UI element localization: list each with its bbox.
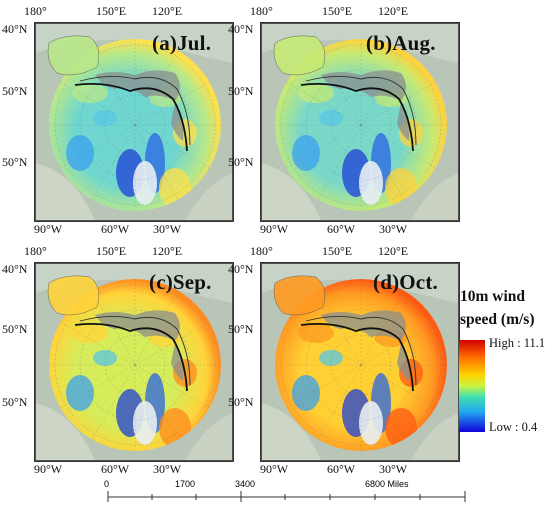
panel-title: (c)Sep. bbox=[149, 270, 212, 294]
map-panel-jul bbox=[34, 22, 234, 222]
legend-title-line1: 10m wind bbox=[460, 288, 526, 305]
lat-label-40n: 40°N bbox=[228, 262, 254, 276]
lon-label-60w: 60°W bbox=[327, 222, 356, 236]
map-panel-sep bbox=[34, 262, 234, 462]
lon-label-90w: 90°W bbox=[34, 222, 63, 236]
lon-label-60w: 60°W bbox=[101, 222, 130, 236]
wind-speed-map bbox=[261, 263, 459, 461]
lon-label-90w: 90°W bbox=[260, 222, 289, 236]
lon-label-150e: 150°E bbox=[322, 244, 353, 258]
scale-tick-1700: 1700 bbox=[175, 479, 195, 489]
lat-label-50n: 50°N bbox=[228, 322, 254, 336]
lon-label-30w: 30°W bbox=[379, 222, 408, 236]
lat-label-50n: 50°N bbox=[228, 84, 254, 98]
lat-label-50n: 50°N bbox=[2, 322, 28, 336]
lon-label-30w: 30°W bbox=[153, 462, 182, 476]
lat-label-50n: 50°N bbox=[2, 84, 28, 98]
panel-title: (d)Oct. bbox=[373, 270, 438, 294]
wind-speed-map bbox=[35, 23, 233, 221]
lon-label-30w: 30°W bbox=[379, 462, 408, 476]
legend-high-label: High : 11.1 bbox=[489, 336, 546, 350]
scale-bar: 0 1700 3400 6800 Miles bbox=[104, 479, 466, 502]
lat-label-50n: 50°N bbox=[228, 395, 254, 409]
lat-label-40n: 40°N bbox=[228, 22, 254, 36]
scale-tick-0: 0 bbox=[104, 479, 109, 489]
wind-speed-map bbox=[35, 263, 233, 461]
map-panel-aug bbox=[260, 22, 460, 222]
lon-label-150e: 150°E bbox=[96, 244, 127, 258]
lon-label-60w: 60°W bbox=[327, 462, 356, 476]
lon-label-180: 180° bbox=[24, 4, 47, 18]
lon-label-60w: 60°W bbox=[101, 462, 130, 476]
lat-label-50n: 50°N bbox=[2, 155, 28, 169]
panel-title: (b)Aug. bbox=[366, 31, 436, 55]
map-panel-oct bbox=[260, 262, 460, 462]
panel-title: (a)Jul. bbox=[152, 31, 212, 55]
legend-title-line2: speed (m/s) bbox=[460, 311, 535, 328]
lon-label-120e: 120°E bbox=[378, 244, 409, 258]
legend-title: 10m wind speed (m/s) bbox=[460, 285, 534, 331]
lon-label-120e: 120°E bbox=[152, 244, 183, 258]
scale-tick-6800: 6800 Miles bbox=[365, 479, 409, 489]
lon-label-120e: 120°E bbox=[152, 4, 183, 18]
lon-label-90w: 90°W bbox=[34, 462, 63, 476]
lon-label-150e: 150°E bbox=[322, 4, 353, 18]
lat-label-40n: 40°N bbox=[2, 262, 28, 276]
wind-speed-map bbox=[261, 23, 459, 221]
lat-label-50n: 50°N bbox=[2, 395, 28, 409]
lon-label-120e: 120°E bbox=[378, 4, 409, 18]
lon-label-90w: 90°W bbox=[260, 462, 289, 476]
lon-label-180: 180° bbox=[24, 244, 47, 258]
lon-label-30w: 30°W bbox=[153, 222, 182, 236]
lon-label-150e: 150°E bbox=[96, 4, 127, 18]
legend-color-ramp bbox=[459, 340, 485, 432]
lon-label-180: 180° bbox=[250, 4, 273, 18]
lon-label-180: 180° bbox=[250, 244, 273, 258]
legend-low-label: Low : 0.4 bbox=[489, 420, 538, 434]
lat-label-40n: 40°N bbox=[2, 22, 28, 36]
lat-label-50n: 50°N bbox=[228, 155, 254, 169]
scale-tick-3400: 3400 bbox=[235, 479, 255, 489]
